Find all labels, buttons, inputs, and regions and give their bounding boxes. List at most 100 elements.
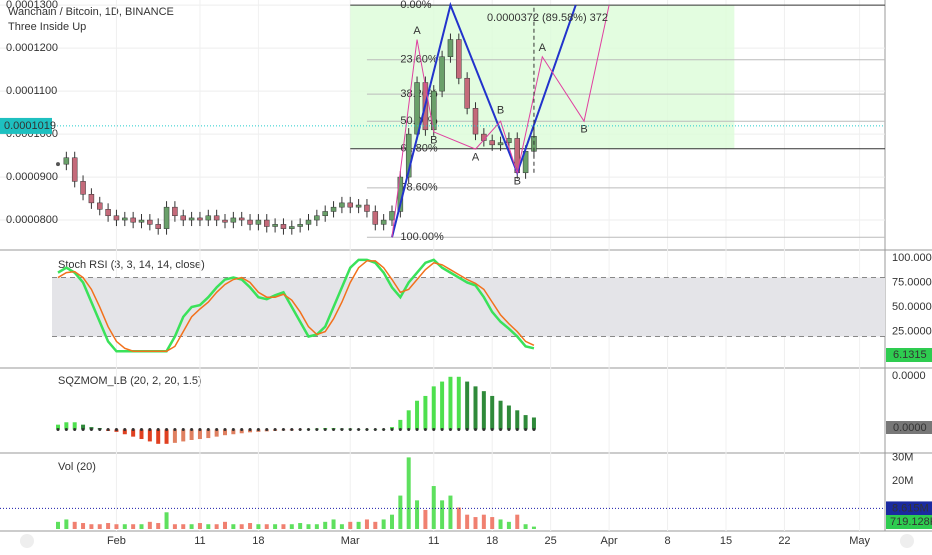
candle	[348, 203, 353, 207]
candle	[264, 220, 269, 226]
momentum-bar	[482, 391, 486, 429]
candle	[339, 203, 344, 207]
squeeze-dot	[382, 428, 385, 431]
momentum-bar	[407, 410, 411, 429]
fib-label: 100.00%	[400, 231, 444, 243]
squeeze-dot	[374, 428, 377, 431]
momentum-bar	[448, 377, 452, 430]
candle	[72, 158, 77, 182]
squeeze-dot	[532, 428, 535, 431]
candle	[356, 205, 361, 207]
volume-bar	[457, 508, 461, 529]
volume-bar	[223, 522, 227, 529]
squeeze-dot	[257, 428, 260, 431]
volume-bar	[140, 524, 144, 529]
momentum-bar	[524, 415, 528, 429]
volume-bar	[98, 524, 102, 529]
volume-bar	[515, 515, 519, 529]
volume-bar	[273, 524, 277, 529]
squeeze-dot	[449, 428, 452, 431]
x-tick-label: 18	[486, 535, 498, 547]
squeeze-dot	[441, 428, 444, 431]
volume-bar	[64, 519, 68, 529]
zoom-icon[interactable]	[20, 534, 34, 548]
y-tick-label: 0.0001300	[6, 0, 58, 11]
volume-bar	[373, 522, 377, 529]
momentum-bar	[490, 396, 494, 430]
volume-bar	[398, 496, 402, 529]
volume-bar	[357, 522, 361, 529]
candle	[206, 216, 211, 220]
candle	[456, 40, 461, 79]
volume-bar	[156, 523, 160, 529]
squeeze-dot	[315, 428, 318, 431]
squeeze-dot	[499, 428, 502, 431]
squeeze-dot	[466, 428, 469, 431]
volume-bar	[181, 524, 185, 529]
stoch-last: 6.1315	[893, 349, 927, 361]
candle	[147, 220, 152, 224]
candle	[114, 216, 119, 220]
squeeze-dot	[391, 428, 394, 431]
volume-bar	[340, 524, 344, 529]
vol-ma-label: 8.615M	[892, 502, 929, 514]
volume-bar	[440, 500, 444, 529]
squeeze-dot	[307, 428, 310, 431]
squeeze-dot	[73, 428, 76, 431]
candle	[56, 162, 60, 166]
volume-bar	[532, 527, 536, 529]
pattern-point: A	[413, 25, 421, 37]
squeeze-dot	[90, 428, 93, 431]
squeeze-dot	[324, 428, 327, 431]
squeeze-dot	[282, 428, 285, 431]
volume-bar	[499, 519, 503, 529]
squeeze-dot	[399, 428, 402, 431]
momentum-bar	[423, 396, 427, 430]
fib-label: 23.60%	[400, 54, 438, 66]
x-tick-label: 25	[545, 535, 557, 547]
squeeze-dot	[265, 428, 268, 431]
momentum-bar	[457, 377, 461, 430]
candle	[381, 220, 386, 224]
last-price-label: 0.0001019	[4, 120, 56, 132]
candle	[214, 216, 219, 220]
squeeze-dot	[507, 428, 510, 431]
squeeze-dot	[215, 428, 218, 431]
volume-bar	[290, 524, 294, 529]
volume-bar	[131, 524, 135, 529]
volume-bar	[348, 522, 352, 529]
volume-bar	[265, 524, 269, 529]
candle	[273, 224, 278, 226]
candle	[248, 220, 253, 224]
momentum-bar	[515, 410, 519, 429]
y-tick-label: 0.0001200	[6, 42, 58, 54]
momentum-bar	[432, 386, 436, 429]
volume-bar	[148, 522, 152, 529]
volume-bar	[448, 496, 452, 529]
measure-label: 0.0000372 (89.58%) 372	[487, 12, 608, 24]
candle	[97, 203, 102, 209]
squeeze-dot	[148, 428, 151, 431]
settings-icon[interactable]	[900, 534, 914, 548]
volume-bar	[89, 524, 93, 529]
squeeze-dot	[240, 428, 243, 431]
candle	[490, 141, 495, 145]
sqz-zero: 0.0000	[893, 422, 927, 434]
volume-bar	[114, 524, 118, 529]
squeeze-dot	[340, 428, 343, 431]
volume-bar	[248, 523, 252, 529]
y-tick-label: 100.0000	[892, 252, 932, 264]
volume-bar	[198, 523, 202, 529]
candle	[197, 218, 202, 220]
momentum-bar	[181, 429, 185, 441]
candle	[164, 207, 169, 228]
x-tick-label: Mar	[341, 535, 360, 547]
x-tick-label: Apr	[601, 535, 618, 547]
volume-bar	[407, 457, 411, 529]
candle	[172, 207, 177, 216]
volume-bar	[165, 512, 169, 529]
squeeze-dot	[457, 428, 460, 431]
volume-bar	[81, 523, 85, 529]
momentum-bar	[499, 401, 503, 430]
pattern-zone	[350, 5, 734, 149]
